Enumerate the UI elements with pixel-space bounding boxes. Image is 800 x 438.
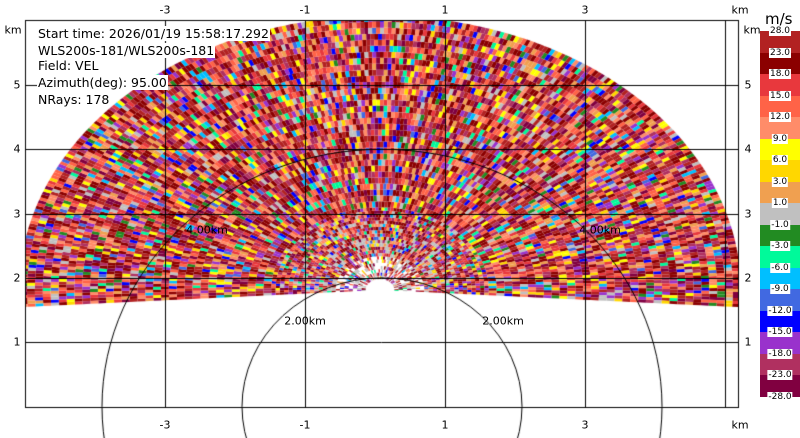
colorbar-segment (760, 52, 800, 75)
colorbar-unit: m/s (765, 10, 793, 28)
colorbar-segment (760, 31, 800, 54)
colorbar-label: -9.0 (770, 284, 790, 295)
start-time-label: Start time: 2026/01/19 15:58:17.292 (37, 26, 270, 41)
nrays-label: NRays: 178 (37, 92, 111, 107)
colorbar-segment (760, 181, 800, 204)
colorbar-label: 18.0 (768, 69, 792, 80)
colorbar-label: -12.0 (767, 305, 793, 316)
colorbar-label: 9.0 (771, 133, 789, 144)
y-tick-right-4: 1 (744, 335, 752, 349)
colorbar-segment (760, 332, 800, 355)
y-tick-left-0: 5 (13, 78, 21, 92)
y-tick-left-2: 3 (13, 207, 21, 221)
colorbar-label: 3.0 (771, 176, 789, 187)
colorbar-label: -1.0 (770, 219, 790, 230)
y-tick-right-1: 4 (744, 142, 752, 156)
x-unit-bottom: km (731, 418, 749, 432)
colorbar-label: 15.0 (768, 90, 792, 101)
y-tick-right-2: 3 (744, 207, 752, 221)
x-tick-bottom-0: -3 (159, 418, 171, 432)
colorbar-label: 6.0 (771, 155, 789, 166)
y-tick-left-4: 1 (13, 335, 21, 349)
colorbar-label: 12.0 (768, 112, 792, 123)
field-label: Field: VEL (37, 58, 100, 73)
ring-label-2km-right: 2.00km (482, 314, 524, 328)
colorbar-segment (760, 138, 800, 161)
instrument-label: WLS200s-181/WLS200s-181 (37, 43, 216, 58)
colorbar-segment (760, 353, 800, 376)
colorbar-segment (760, 74, 800, 97)
colorbar-label: -3.0 (770, 241, 790, 252)
colorbar-label: -18.0 (767, 348, 793, 359)
colorbar-label: 28.0 (768, 26, 792, 36)
y-unit-right: km (743, 23, 761, 37)
colorbar-label: 23.0 (768, 47, 792, 58)
x-tick-top-3: 3 (581, 3, 589, 17)
colorbar-label: -28.0 (767, 392, 793, 402)
y-tick-right-0: 5 (744, 78, 752, 92)
colorbar-segment (760, 95, 800, 118)
x-tick-bottom-1: -1 (299, 418, 311, 432)
ring-label-4km-right: 4.00km (579, 223, 621, 237)
colorbar-segment (760, 246, 800, 269)
x-tick-top-2: 1 (441, 3, 449, 17)
colorbar: 28.0 23.0 18.0 15.0 12.0 9.0 6.0 3.0 1.0 -1.0 -3.0… (760, 26, 800, 402)
x-tick-top-1: -1 (299, 3, 311, 17)
y-tick-left-1: 4 (13, 142, 21, 156)
colorbar-label: 1.0 (771, 198, 789, 209)
ring-label-4km-left: 4.00km (186, 223, 228, 237)
colorbar-segment (760, 224, 800, 247)
colorbar-segment (760, 289, 800, 312)
y-unit-left: km (4, 23, 22, 37)
colorbar-segment (760, 375, 800, 398)
x-tick-bottom-2: 1 (441, 418, 449, 432)
colorbar-segment (760, 117, 800, 140)
ring-label-2km-left: 2.00km (284, 314, 326, 328)
colorbar-segment (760, 160, 800, 183)
y-tick-right-3: 2 (744, 271, 752, 285)
colorbar-segment (760, 203, 800, 226)
colorbar-segment (760, 310, 800, 333)
y-tick-left-3: 2 (13, 271, 21, 285)
colorbar-label: -23.0 (767, 370, 793, 381)
x-unit-top: km (731, 3, 749, 17)
colorbar-label: -6.0 (770, 262, 790, 273)
colorbar-label: -15.0 (767, 327, 793, 338)
azimuth-label: Azimuth(deg): 95.00 (37, 75, 168, 90)
x-tick-bottom-3: 3 (581, 418, 589, 432)
x-tick-top-0: -3 (159, 3, 171, 17)
colorbar-segment (760, 267, 800, 290)
